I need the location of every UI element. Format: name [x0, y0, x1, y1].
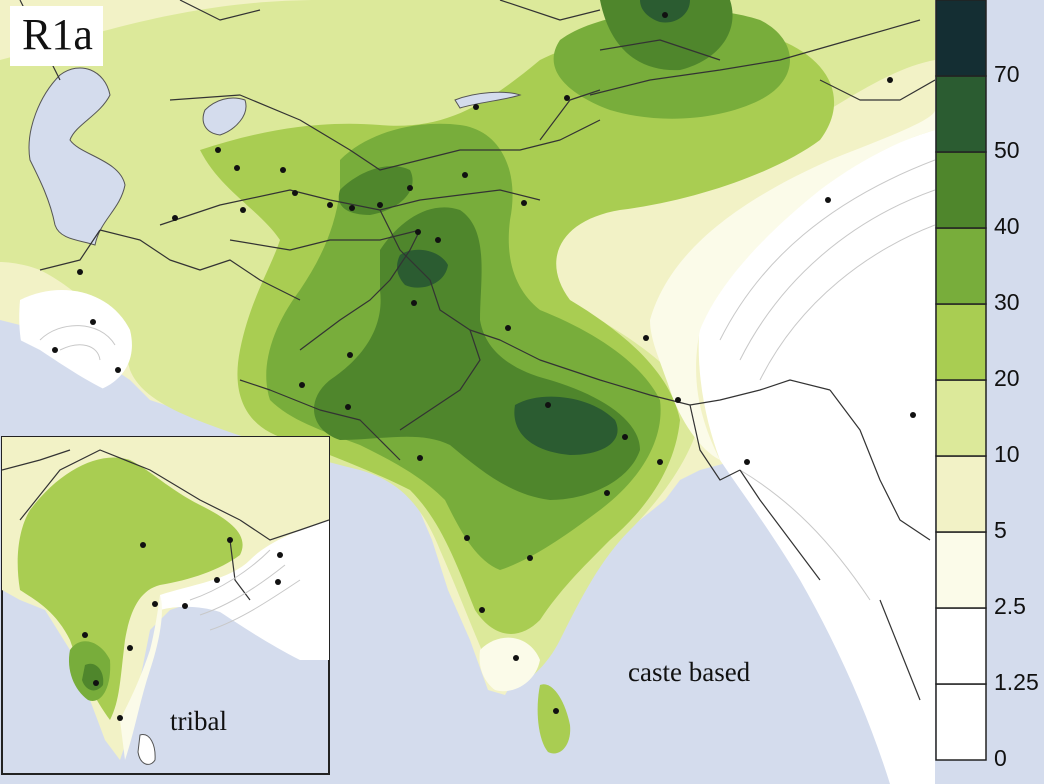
balkhash-lake — [454, 91, 522, 109]
legend-bin — [935, 683, 987, 761]
inset-zone-level-4 — [17, 457, 243, 720]
legend-bin — [935, 531, 987, 609]
zone-level-1-south — [479, 637, 540, 692]
legend-bin — [935, 455, 987, 533]
legend-tick-label: 0 — [994, 745, 1007, 771]
legend-tick-label: 20 — [994, 365, 1020, 391]
sample-points — [52, 12, 916, 714]
legend-bin — [935, 303, 987, 381]
legend-tick-label: 30 — [994, 289, 1020, 315]
persian-gulf — [0, 330, 180, 440]
inset-zone-level-1 — [120, 595, 162, 760]
legend-tick-label: 2.5 — [994, 593, 1026, 619]
legend-bin — [935, 151, 987, 229]
zone-level-1-east — [650, 110, 935, 460]
inset-contours — [189, 549, 301, 631]
legend-tick-label: 1.25 — [994, 669, 1039, 695]
legend-tick-label: 10 — [994, 441, 1020, 467]
zone-level-0-east — [698, 130, 935, 784]
contour-lines — [39, 159, 935, 601]
inset-sri-lanka — [137, 734, 156, 765]
legend-colorbar — [935, 0, 987, 761]
legend-tick-label: 5 — [994, 517, 1007, 543]
main-map — [0, 0, 935, 784]
legend-tick-label: 70 — [994, 61, 1020, 87]
legend-bin — [935, 227, 987, 305]
legend-bin — [935, 0, 987, 77]
inset-label: tribal — [170, 706, 227, 736]
map-title: R1a — [10, 6, 103, 66]
inset-sample-points — [82, 537, 283, 721]
legend-tick-label: 50 — [994, 137, 1020, 163]
legend-bin — [935, 379, 987, 457]
zone-level-6 — [313, 0, 733, 500]
aral-sea — [202, 97, 247, 136]
sri-lanka — [537, 684, 571, 754]
legend-bin — [935, 607, 987, 685]
main-map-label: caste based — [628, 657, 751, 687]
legend-bin — [935, 75, 987, 153]
caspian-sea — [28, 67, 126, 246]
inset-map — [1, 436, 330, 775]
inset-zone-level-0 — [160, 520, 329, 660]
legend-tick-label: 40 — [994, 213, 1020, 239]
